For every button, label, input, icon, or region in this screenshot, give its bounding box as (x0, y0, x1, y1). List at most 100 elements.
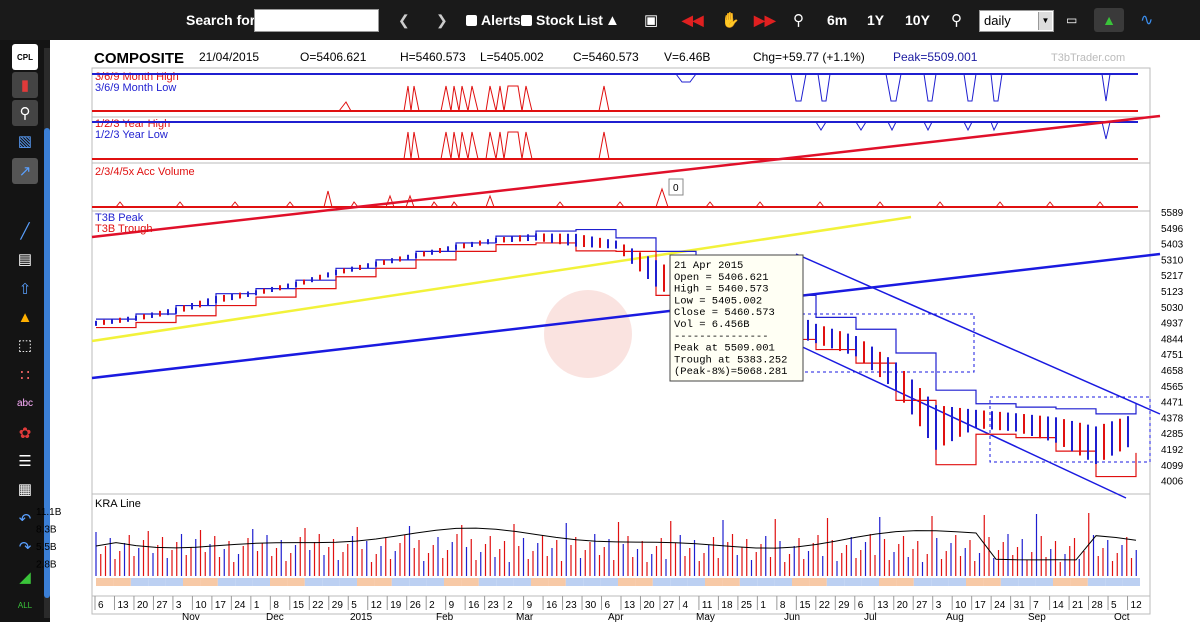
strip-segment (183, 578, 201, 586)
fast-forward-icon[interactable]: ▶▶ (754, 11, 776, 28)
alerts-check-icon[interactable] (466, 14, 477, 26)
key-icon[interactable]: ⚲ (951, 12, 962, 29)
parallel-lines-icon[interactable]: ▤ (17, 251, 33, 268)
date-tick-label: 31 (1014, 600, 1026, 611)
date-tick-label: 27 (156, 600, 168, 611)
blue-trendline (91, 252, 1161, 380)
acc-volume-spikes (115, 187, 1105, 208)
strip-segment (270, 578, 288, 586)
date-tick-label: 17 (215, 600, 227, 611)
alerts-checkbox[interactable]: Alerts (466, 0, 521, 40)
eraser-icon[interactable]: ◢ (19, 569, 31, 586)
zoom-icon[interactable]: ⚲ (793, 12, 804, 29)
month-label: Dec (266, 612, 284, 623)
header-open: O=5406.621 (300, 50, 367, 64)
camera-icon[interactable]: ▣ (644, 12, 659, 29)
date-tick-label: 23 (566, 600, 578, 611)
date-tick-label: 4 (682, 600, 688, 611)
date-tick-label: 18 (721, 600, 733, 611)
erase-all-icon[interactable]: ALL (17, 600, 33, 610)
price-tick-label: 4658 (1161, 366, 1184, 377)
arrow-up-icon[interactable]: ⇧ (18, 281, 32, 298)
acc-marker-box (668, 178, 684, 196)
strip-segment (426, 578, 444, 586)
next-arrow-icon[interactable]: ❯ (436, 11, 448, 28)
chart-area[interactable]: COMPOSITE 21/04/2015 O=5406.621 H=5460.5… (36, 44, 1200, 623)
stocklist-check-icon[interactable] (521, 14, 532, 26)
date-tick-label: 30 (585, 600, 597, 611)
header-change: Chg=+59.77 (+1.1%) (753, 50, 865, 64)
date-tick-label: 29 (332, 600, 344, 611)
line-chart-icon[interactable]: ∿ (1140, 12, 1154, 29)
text-tool-icon[interactable]: abc (16, 397, 34, 409)
stocklist-checkbox[interactable]: Stock List (521, 0, 603, 40)
save-icon[interactable]: ▧ (17, 133, 33, 150)
year-low-spikes (815, 121, 1111, 140)
hand-icon[interactable]: ✋ (721, 12, 740, 29)
hatch-icon[interactable]: ▦ (17, 481, 33, 498)
scatter-icon[interactable]: ∷ (20, 367, 30, 384)
price-tick-label: 5496 (1161, 224, 1184, 235)
trend-icon[interactable]: ↗ (12, 158, 38, 184)
price-tick-label: 4565 (1161, 382, 1184, 393)
bell-icon[interactable]: ▲ (605, 11, 620, 29)
strip-segment (461, 578, 479, 586)
chart-svg[interactable]: COMPOSITE 21/04/2015 O=5406.621 H=5460.5… (36, 44, 1200, 623)
bar-chart-button[interactable]: ▲ (1094, 8, 1124, 32)
strip-segment (635, 578, 653, 586)
strip-segment (513, 578, 531, 586)
date-tick-label: 12 (371, 600, 383, 611)
strip-segment (774, 578, 792, 586)
date-tick-label: 20 (897, 600, 909, 611)
date-tick-label: 22 (312, 600, 324, 611)
prev-arrow-icon[interactable]: ❮ (398, 11, 410, 28)
date-tick-label: 6 (605, 600, 611, 611)
date-tick-label: 6 (858, 600, 864, 611)
line-tool-icon[interactable]: ╱ (20, 223, 30, 240)
search-input[interactable] (254, 9, 379, 32)
lines-icon[interactable]: ☰ (18, 453, 32, 470)
range-10y-button[interactable]: 10Y (905, 12, 930, 28)
strip-segment (200, 578, 218, 586)
redo-icon[interactable]: ↷ (18, 539, 32, 556)
t3b-peak-series (96, 228, 1137, 415)
cpu-icon[interactable]: CPL (12, 44, 38, 70)
month-label: May (696, 612, 715, 623)
candle-type-icon[interactable]: ▭ (1066, 13, 1078, 27)
price-tick-label: 5217 (1161, 271, 1184, 282)
header-high: H=5460.573 (400, 50, 466, 64)
volume-axis: 11.1B 8.3B 5.5B 2.8B (36, 507, 62, 571)
chevron-down-icon[interactable]: ▼ (1038, 12, 1052, 30)
candle-icon[interactable]: ▮ (12, 72, 38, 98)
scrollbar-thumb[interactable] (44, 128, 50, 598)
strip-segment (496, 578, 514, 586)
strip-segment (705, 578, 723, 586)
range-6m-button[interactable]: 6m (827, 12, 848, 28)
undo-icon[interactable]: ↶ (18, 511, 32, 528)
date-tick-label: 13 (117, 600, 129, 611)
strip-segment (757, 578, 775, 586)
strip-segment (217, 578, 236, 586)
header-date: 21/04/2015 (199, 50, 259, 64)
strip-segment (983, 578, 1001, 586)
channel-upper-line (795, 253, 1161, 415)
date-tick-label: 5 (1111, 600, 1117, 611)
month-label: Sep (1028, 612, 1046, 623)
period-select[interactable]: daily ▼ (979, 10, 1054, 32)
strip-segment (1000, 578, 1019, 586)
zoom-in-icon[interactable]: ⚲ (12, 100, 38, 126)
dotted-box-icon[interactable]: ⬚ (17, 337, 33, 354)
price-tick-label: 4285 (1161, 429, 1184, 440)
tooltip-line: (Peak-8%)=5068.281 (674, 366, 787, 378)
bar-chart-icon: ▲ (1102, 12, 1116, 28)
strip-segment (931, 578, 949, 586)
date-tick-label: 22 (819, 600, 831, 611)
rewind-icon[interactable]: ◀◀ (682, 11, 704, 28)
range-1y-button[interactable]: 1Y (867, 12, 885, 28)
bell-tool-icon[interactable]: ▲ (17, 308, 33, 326)
strip-segment (322, 578, 340, 586)
palette-icon[interactable]: ✿ (18, 425, 32, 442)
date-tick-label: 16 (468, 600, 480, 611)
tooltip-box (669, 254, 804, 382)
